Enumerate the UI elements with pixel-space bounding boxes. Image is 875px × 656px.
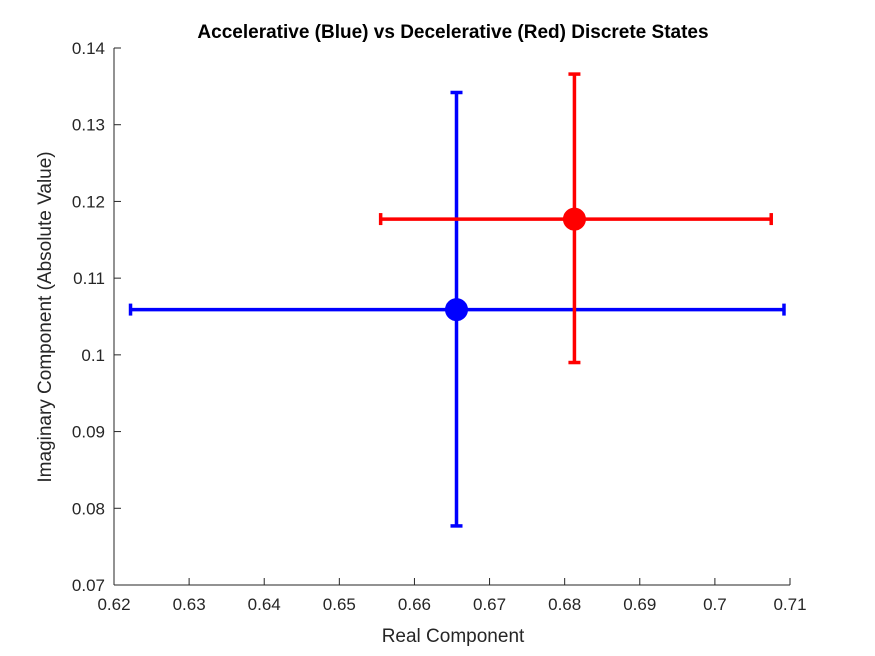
y-axis-label: Imaginary Component (Absolute Value) [35,151,56,482]
y-tick-label: 0.08 [72,499,105,518]
series-1-errorbar [128,90,786,528]
y-tick-label: 0.07 [72,576,105,595]
y-tick-label: 0.1 [81,346,105,365]
x-tick-label: 0.68 [548,595,581,614]
x-tick-label: 0.69 [623,595,656,614]
series-2-point [562,207,586,231]
y-tick-label: 0.12 [72,192,105,211]
y-tick-label: 0.11 [73,269,105,288]
x-tick-label: 0.63 [173,595,206,614]
series-1-point [445,298,469,322]
series-marks [128,72,786,528]
y-tick-label: 0.09 [72,423,105,442]
x-tick-label: 0.67 [473,595,506,614]
x-tick-label: 0.65 [323,595,356,614]
x-tick-label: 0.7 [703,595,727,614]
x-axis-label: Real Component [382,626,525,647]
y-tick-label: 0.14 [72,39,105,58]
tick-labels: 0.62 0.63 0.64 0.65 0.66 0.67 0.68 0.69 0.7 0.71 0… [72,39,807,614]
x-tick-label: 0.71 [773,595,806,614]
chart-title: Accelerative (Blue) vs Decelerative (Red… [197,22,708,43]
x-tick-label: 0.64 [248,595,281,614]
series-2-errorbar [378,72,773,365]
x-tick-label: 0.66 [398,595,431,614]
y-tick-label: 0.13 [72,116,105,135]
axes [113,47,791,586]
x-tick-label: 0.62 [97,595,130,614]
